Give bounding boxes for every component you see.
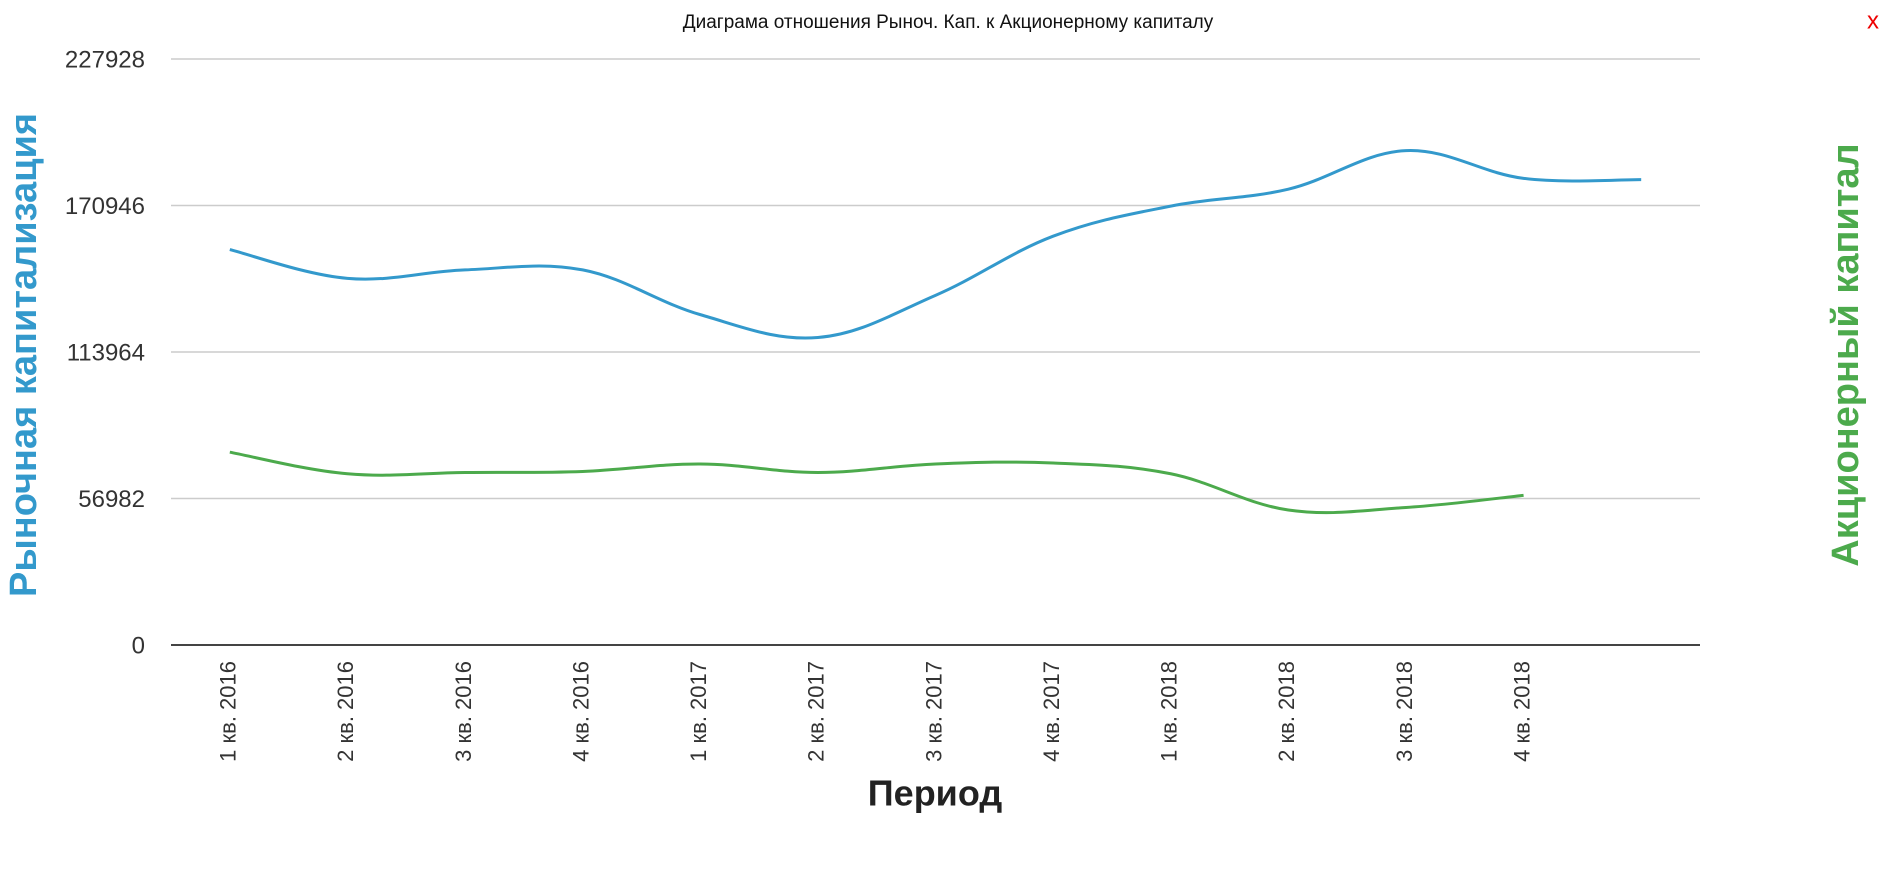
chart-title: Диаграма отношения Рыноч. Кап. к Акционе… <box>683 12 1214 33</box>
x-tick-label: 3 кв. 2018 <box>1392 661 1417 762</box>
x-tick-label: 2 кв. 2018 <box>1274 661 1299 762</box>
x-tick-label: 1 кв. 2018 <box>1157 661 1182 762</box>
y-tick-label: 227928 <box>65 46 145 73</box>
x-tick-label: 3 кв. 2016 <box>451 661 476 762</box>
close-button[interactable]: x <box>1867 7 1879 34</box>
y-tick-label: 170946 <box>65 193 145 220</box>
x-tick-label: 4 кв. 2017 <box>1039 661 1064 762</box>
series-line <box>229 450 1524 515</box>
series-line <box>229 149 1642 340</box>
x-tick-label: 2 кв. 2017 <box>804 661 829 762</box>
y-tick-label: 113964 <box>67 339 145 366</box>
x-tick-label: 1 кв. 2017 <box>686 661 711 762</box>
y2-axis-title: Акционерный капитал <box>1825 143 1867 566</box>
x-tick-label: 4 кв. 2016 <box>568 661 593 762</box>
x-tick-label: 3 кв. 2017 <box>921 661 946 762</box>
x-tick-label: 4 кв. 2018 <box>1509 661 1534 762</box>
y-axis-title: Рыночная капитализация <box>3 113 45 597</box>
y-tick-label: 0 <box>132 632 145 659</box>
x-axis-title: Период <box>868 773 1003 814</box>
x-tick-label: 1 кв. 2016 <box>216 661 241 762</box>
x-tick-label: 2 кв. 2016 <box>333 661 358 762</box>
y-tick-label: 56982 <box>78 486 145 513</box>
